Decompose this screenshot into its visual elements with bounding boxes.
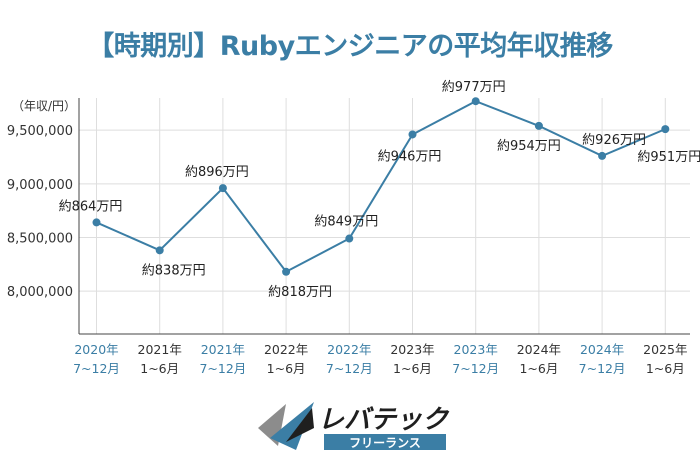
x-tick-period-9: 1~6月 bbox=[646, 361, 685, 376]
x-tick-year-5: 2023年 bbox=[390, 342, 434, 357]
x-tick-year-9: 2025年 bbox=[643, 342, 687, 357]
y-axis-label: （年収/円） bbox=[12, 99, 76, 113]
x-tick-year-7: 2024年 bbox=[517, 342, 561, 357]
data-label-9: 約951万円 bbox=[637, 150, 700, 165]
data-point-0 bbox=[92, 218, 101, 227]
logo-mark-dark bbox=[286, 408, 314, 442]
data-label-4: 約849万円 bbox=[314, 215, 378, 230]
chart-title: 【時期別】Rubyエンジニアの平均年収推移 bbox=[87, 31, 613, 62]
y-tick-label-1: 8,500,000 bbox=[7, 231, 73, 246]
x-tick-period-7: 1~6月 bbox=[519, 361, 558, 376]
x-tick-year-1: 2021年 bbox=[138, 342, 182, 357]
axes: （年収/円） bbox=[12, 98, 690, 335]
x-tick-period-0: 7~12月 bbox=[73, 361, 120, 376]
levtech-logo: レバテック フリーランス bbox=[258, 402, 450, 450]
x-tick-year-3: 2022年 bbox=[264, 342, 308, 357]
x-tick-period-1: 1~6月 bbox=[140, 361, 179, 376]
data-point-7 bbox=[534, 121, 543, 130]
data-point-6 bbox=[471, 97, 480, 106]
data-label-3: 約818万円 bbox=[268, 285, 332, 300]
data-point-1 bbox=[155, 246, 164, 255]
data-point-9 bbox=[661, 125, 670, 134]
data-label-8: 約926万円 bbox=[582, 133, 646, 148]
x-tick-period-5: 1~6月 bbox=[393, 361, 432, 376]
x-tick-year-4: 2022年 bbox=[327, 342, 371, 357]
data-label-7: 約954万円 bbox=[497, 139, 561, 154]
logo-wordmark: レバテック bbox=[318, 405, 450, 435]
data-label-2: 約896万円 bbox=[185, 165, 249, 180]
x-tick-labels: 2020年 7~12月 2021年 1~6月 2021年 7~12月 2022年 1~6月 20… bbox=[73, 342, 687, 376]
x-tick-period-8: 7~12月 bbox=[579, 361, 626, 376]
x-tick-period-6: 7~12月 bbox=[452, 361, 499, 376]
logo-subtitle: フリーランス bbox=[349, 436, 421, 450]
data-label-0: 約864万円 bbox=[59, 199, 123, 214]
data-point-4 bbox=[345, 234, 354, 243]
data-point-3 bbox=[282, 267, 291, 276]
x-tick-period-3: 1~6月 bbox=[267, 361, 306, 376]
logo-mark-blue bbox=[270, 402, 314, 450]
data-point-2 bbox=[218, 184, 227, 193]
y-tick-label-0: 8,000,000 bbox=[7, 285, 73, 300]
x-tick-period-4: 7~12月 bbox=[326, 361, 373, 376]
y-tick-label-3: 9,500,000 bbox=[7, 124, 73, 139]
series bbox=[92, 97, 670, 276]
x-tick-year-2: 2021年 bbox=[201, 342, 245, 357]
grid-lines bbox=[79, 98, 690, 334]
logo-sub-bar bbox=[324, 434, 446, 450]
y-tick-labels: 8,000,000 8,500,000 9,000,000 9,500,000 bbox=[7, 124, 73, 300]
data-point-8 bbox=[598, 151, 607, 160]
x-tick-year-8: 2024年 bbox=[580, 342, 624, 357]
series-line bbox=[96, 100, 666, 274]
x-tick-year-6: 2023年 bbox=[454, 342, 498, 357]
y-tick-label-2: 9,000,000 bbox=[7, 178, 73, 193]
data-point-5 bbox=[408, 130, 417, 139]
x-tick-year-0: 2020年 bbox=[74, 342, 118, 357]
data-label-5: 約946万円 bbox=[378, 149, 442, 164]
x-tick-period-2: 7~12月 bbox=[199, 361, 246, 376]
data-label-6: 約977万円 bbox=[442, 80, 506, 95]
data-label-1: 約838万円 bbox=[142, 263, 206, 278]
